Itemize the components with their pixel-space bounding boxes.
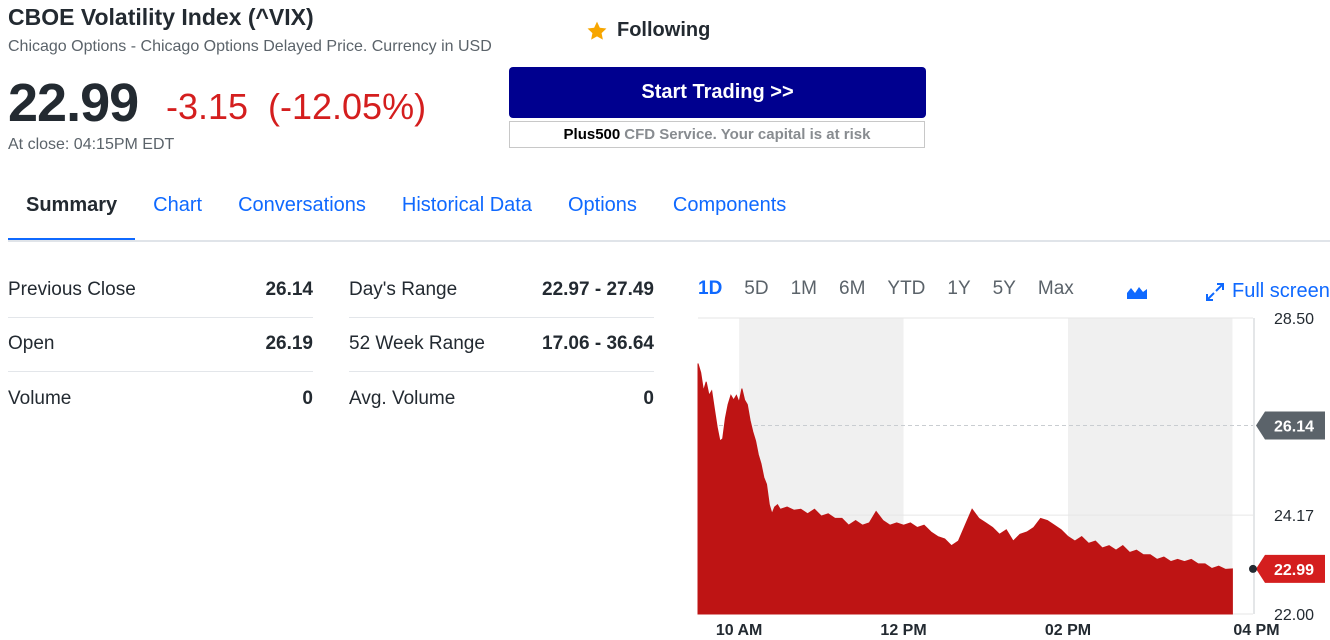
current-price: 22.99 (8, 73, 139, 133)
last-price-badge (1256, 554, 1325, 583)
market-close-time: At close: 04:15PM EDT (8, 136, 175, 153)
ad-disclaimer[interactable]: Plus500 CFD Service. Your capital is at … (509, 121, 925, 148)
x-tick-label: 04 PM (1233, 622, 1279, 639)
star-icon (587, 21, 607, 40)
y-tick-label: 22.00 (1274, 607, 1314, 624)
stat-label: Day's Range (349, 278, 458, 300)
range-ytd[interactable]: YTD (887, 278, 926, 299)
chart-range-selector: 1D 5D 1M 6M YTD 1Y 5Y Max (698, 278, 1096, 300)
stat-label: 52 Week Range (349, 333, 485, 355)
x-tick-label: 12 PM (880, 622, 926, 639)
x-tick-label: 10 AM (716, 622, 763, 639)
stat-row-52-week-range: 52 Week Range 17.06 - 36.64 (349, 318, 654, 372)
x-tick-label: 02 PM (1045, 622, 1091, 639)
page-title: CBOE Volatility Index (^VIX) (8, 4, 314, 30)
range-5y[interactable]: 5Y (992, 278, 1016, 299)
range-max[interactable]: Max (1037, 278, 1074, 299)
stat-row-volume: Volume 0 (8, 372, 313, 427)
stat-value: 17.06 - 36.64 (542, 333, 654, 355)
price-change: -3.15 (166, 86, 249, 127)
stat-row-previous-close: Previous Close 26.14 (8, 263, 313, 318)
tab-options[interactable]: Options (567, 194, 637, 216)
stat-row-avg-volume: Avg. Volume 0 (349, 372, 654, 427)
stat-value: 26.19 (265, 333, 313, 355)
mountain-chart-icon[interactable] (1126, 284, 1148, 300)
range-1y[interactable]: 1Y (947, 278, 971, 299)
last-price-value: 22.99 (1274, 562, 1314, 579)
range-1m[interactable]: 1M (790, 278, 817, 299)
last-price-dot (1249, 564, 1257, 573)
stats-table-right: Day's Range 22.97 - 27.49 52 Week Range … (349, 263, 654, 427)
expand-icon (1206, 282, 1224, 301)
stat-value: 0 (302, 388, 313, 410)
stat-label: Avg. Volume (349, 388, 456, 410)
tab-components[interactable]: Components (672, 194, 787, 216)
tabs-divider (8, 240, 1330, 242)
previous-close-badge (1256, 411, 1325, 440)
range-6m[interactable]: 6M (839, 278, 866, 299)
fullscreen-label: Full screen (1232, 280, 1330, 302)
previous-close-value: 26.14 (1274, 418, 1314, 435)
ad-brand: Plus500 (563, 126, 621, 143)
range-5d[interactable]: 5D (744, 278, 769, 299)
tab-conversations[interactable]: Conversations (238, 194, 366, 216)
stats-table-left: Previous Close 26.14 Open 26.19 Volume 0 (8, 263, 313, 427)
y-tick-label: 28.50 (1274, 311, 1314, 328)
quote-tabs: Summary Chart Conversations Historical D… (8, 186, 804, 242)
stat-value: 26.14 (265, 278, 313, 300)
start-trading-button[interactable]: Start Trading >> (509, 67, 926, 118)
stat-row-open: Open 26.19 (8, 318, 313, 372)
stat-row-days-range: Day's Range 22.97 - 27.49 (349, 263, 654, 318)
stat-label: Previous Close (8, 278, 136, 300)
follow-button[interactable]: Following (586, 19, 710, 42)
range-1d[interactable]: 1D (698, 278, 723, 299)
ad-note: CFD Service. Your capital is at risk (624, 126, 871, 143)
price-change-percent: (-12.05%) (268, 86, 427, 127)
y-tick-label: 24.17 (1274, 508, 1314, 525)
tab-historical-data[interactable]: Historical Data (401, 194, 532, 216)
stat-label: Open (8, 333, 55, 355)
follow-label: Following (617, 19, 711, 41)
exchange-subtitle: Chicago Options - Chicago Options Delaye… (8, 38, 492, 55)
price-area (697, 363, 1233, 615)
stat-value: 22.97 - 27.49 (542, 278, 654, 300)
fullscreen-button[interactable]: Full screen (1205, 280, 1330, 303)
stat-label: Volume (8, 388, 72, 410)
stat-value: 0 (643, 388, 654, 410)
tab-chart[interactable]: Chart (153, 194, 203, 216)
